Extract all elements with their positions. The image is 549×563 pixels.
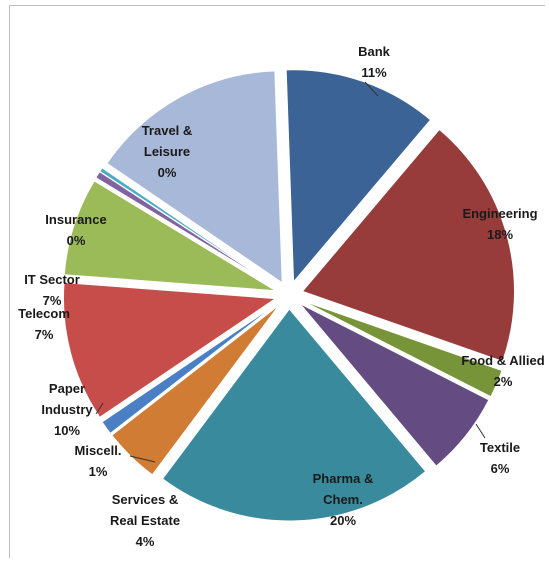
slice-percent-label: 6% [491, 461, 510, 476]
slice-insurance [99, 167, 278, 288]
data-label-engineering: Engineering 18% [462, 206, 537, 242]
slice-travel-leisure [106, 70, 283, 284]
data-label-paper-industry: Paper Industry 10% [41, 381, 104, 438]
slice-percent-label: 4% [136, 534, 155, 549]
pie-labels: Bank 11% Engineering 18% Food & Allied 2% Text… [18, 44, 545, 549]
leader-line [95, 402, 104, 415]
slice-name-label: Pharma & [313, 471, 374, 486]
slice-percent-label: 1% [89, 464, 108, 479]
leader-line [475, 423, 486, 439]
slice-name-label: Food & Allied [461, 353, 544, 368]
slice-name-label: Services & [112, 492, 179, 507]
data-label-insurance: Insurance 0% [45, 212, 106, 248]
slice-percent-label: 0% [67, 233, 86, 248]
data-label-food-allied: Food & Allied 2% [461, 353, 544, 389]
slice-percent-label: 2% [494, 374, 513, 389]
data-label-travel-leisure: Travel & Leisure 0% [142, 123, 193, 180]
slice-engineering [301, 128, 516, 363]
data-label-pharma-chem-: Pharma & Chem. 20% [313, 471, 374, 528]
slice-name-label: Paper [49, 381, 85, 396]
slice-name-label: Bank [358, 44, 391, 59]
slice-paper-industry [63, 282, 277, 418]
data-label-textile: Textile 6% [475, 423, 520, 476]
slice-name-label: Chem. [323, 492, 363, 507]
data-label-services-real-estate: Services & Real Estate 4% [110, 492, 180, 549]
slice-percent-label: 10% [54, 423, 80, 438]
slice-telecom [63, 180, 276, 292]
slice-textile [299, 303, 490, 467]
slice-name-label: Textile [480, 440, 520, 455]
slice-percent-label: 18% [487, 227, 513, 242]
slice-name-label: Insurance [45, 212, 106, 227]
slice-percent-label: 11% [361, 65, 387, 80]
leader-line [129, 455, 156, 463]
slice-name-label: IT Sector [24, 272, 80, 287]
slice-name-label: Real Estate [110, 513, 180, 528]
slice-miscell- [101, 302, 278, 435]
slice-name-label: Leisure [144, 144, 190, 159]
data-label-it-sector: IT Sector 7% [24, 272, 80, 308]
slice-name-label: Industry [41, 402, 93, 417]
slice-pharma-chem- [161, 308, 427, 522]
slice-name-label: Miscell. [75, 443, 122, 458]
slice-food-allied [301, 300, 503, 398]
data-label-miscell-: Miscell. 1% [75, 443, 156, 479]
slice-percent-label: 7% [43, 293, 62, 308]
slice-name-label: Travel & [142, 123, 193, 138]
data-label-telecom: Telecom 7% [18, 306, 70, 342]
slice-name-label: Engineering [462, 206, 537, 221]
slice-percent-label: 20% [330, 513, 356, 528]
slice-percent-label: 0% [158, 165, 177, 180]
slice-bank [285, 69, 432, 284]
pie-slices [63, 69, 516, 522]
leader-line [364, 81, 379, 97]
slice-name-label: Telecom [18, 306, 70, 321]
slice-percent-label: 7% [35, 327, 54, 342]
data-label-bank: Bank 11% [358, 44, 391, 97]
